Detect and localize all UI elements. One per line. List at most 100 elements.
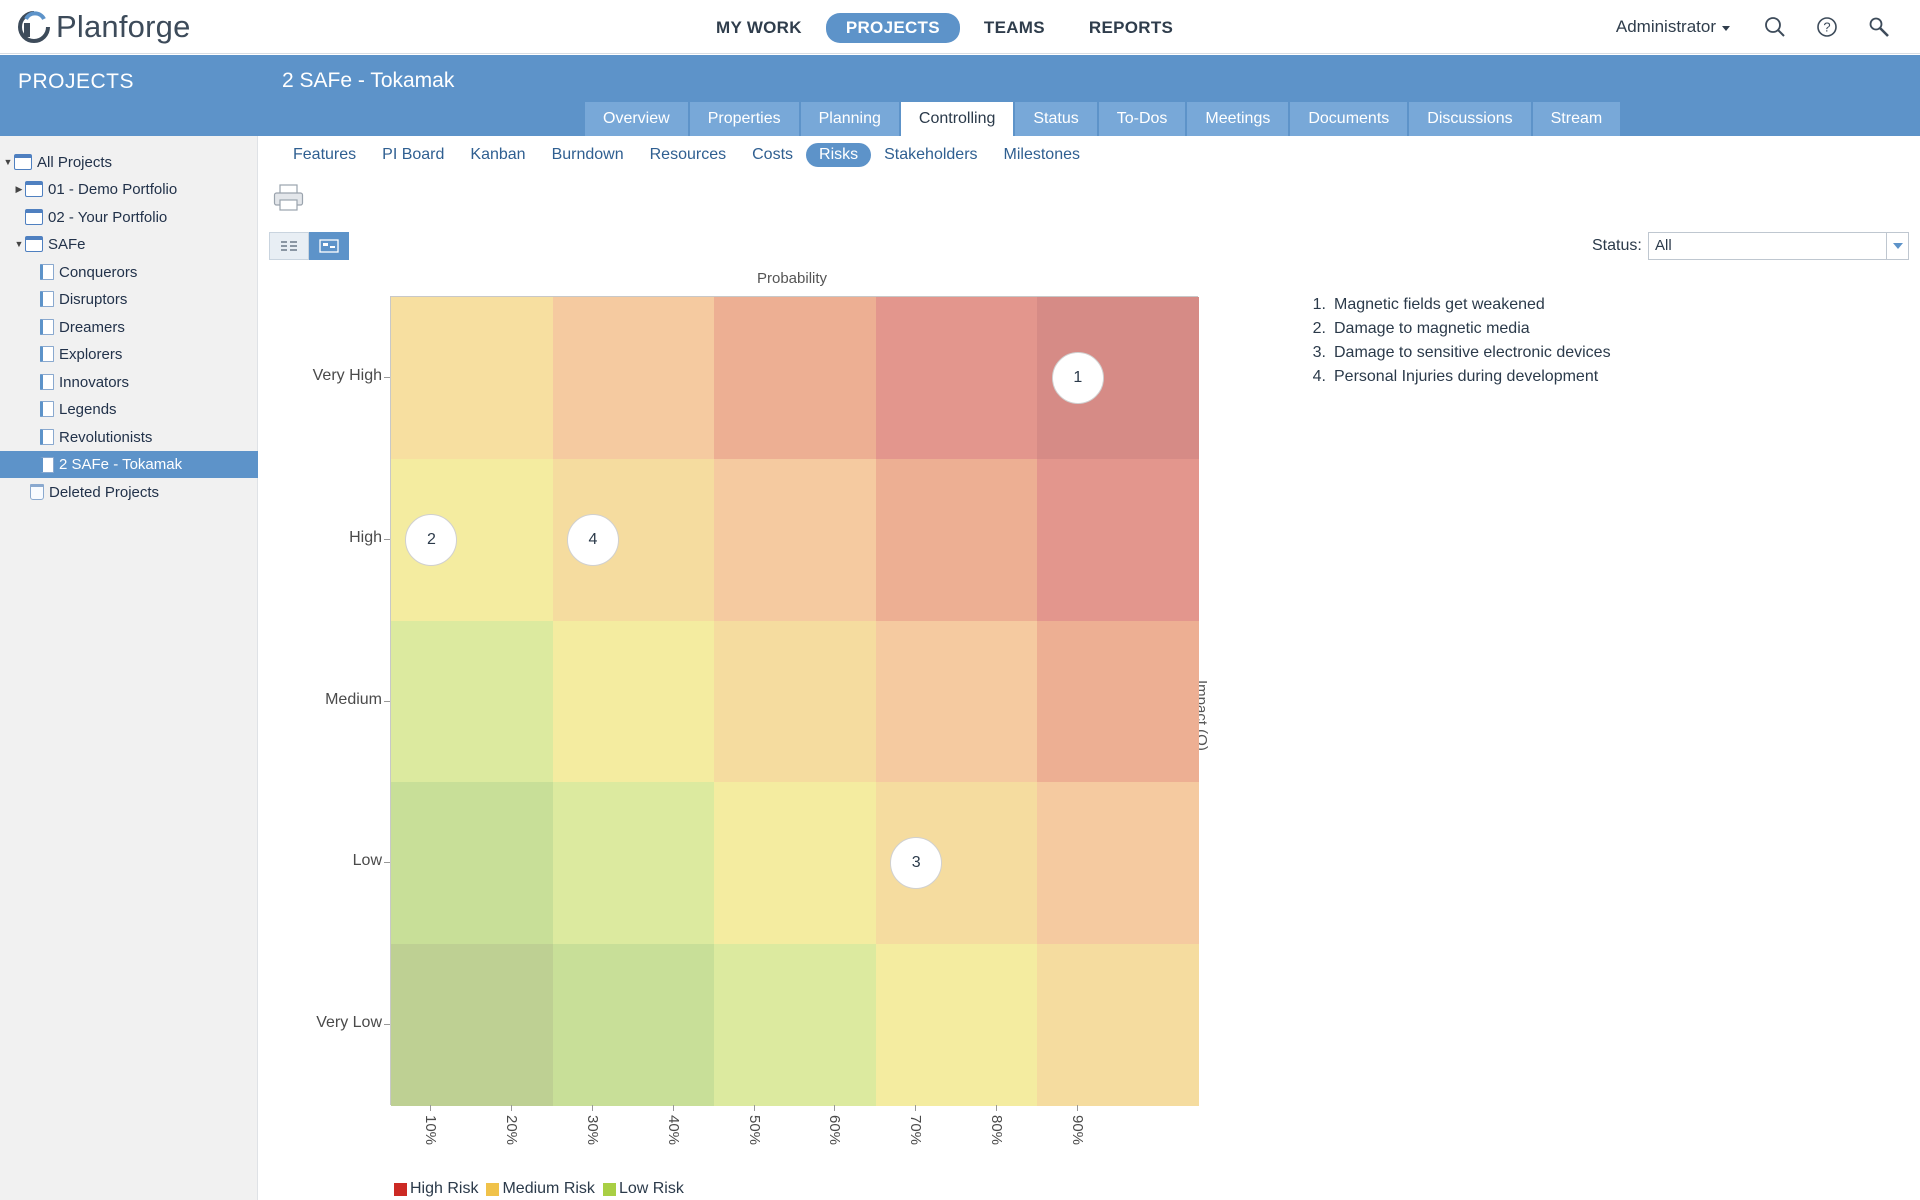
matrix-cell (391, 297, 553, 459)
legend-item: Medium Risk (486, 1180, 595, 1198)
nav-projects[interactable]: PROJECTS (825, 13, 960, 43)
wrench-icon[interactable] (1868, 16, 1890, 38)
tree-item-safe[interactable]: ▼ SAFe (13, 231, 256, 257)
probability-tick (511, 1105, 513, 1111)
status-filter-select[interactable]: All (1648, 232, 1909, 260)
subtab-kanban[interactable]: Kanban (470, 146, 526, 163)
impact-label: Medium (325, 690, 382, 708)
tab-properties[interactable]: Properties (689, 102, 799, 136)
tab-planning[interactable]: Planning (800, 102, 899, 136)
tree-item-label: Dreamers (59, 318, 125, 336)
expanded-arrow-icon[interactable]: ▼ (14, 239, 24, 249)
subtab-stakeholders[interactable]: Stakeholders (884, 146, 978, 163)
list-view-button[interactable] (269, 232, 309, 260)
nav-teams[interactable]: TEAMS (983, 18, 1045, 37)
tab-meetings[interactable]: Meetings (1187, 102, 1289, 136)
subtab-resources[interactable]: Resources (649, 146, 727, 163)
user-menu[interactable]: Administrator (1616, 17, 1730, 37)
subtab-pi-board[interactable]: PI Board (382, 146, 445, 163)
team-project-icon (40, 374, 54, 390)
tree-item-revolutionists[interactable]: Revolutionists (40, 424, 256, 450)
risk-list-item[interactable]: 2. Damage to magnetic media (1308, 320, 1611, 344)
dropdown-arrow-icon[interactable] (1886, 233, 1908, 259)
portfolio-icon (25, 236, 43, 252)
nav-my-work[interactable]: MY WORK (716, 18, 802, 37)
risk-list-item[interactable]: 3. Damage to sensitive electronic devices (1308, 344, 1611, 368)
matrix-view-button[interactable] (309, 232, 349, 260)
tree-item-innovators[interactable]: Innovators (40, 369, 256, 395)
risk-marker[interactable]: 3 (890, 837, 943, 890)
nav-reports[interactable]: REPORTS (1088, 18, 1174, 37)
project-header: 2 SAFe - Tokamak Overview Properties Pla… (258, 55, 1920, 136)
expanded-arrow-icon[interactable]: ▼ (3, 157, 13, 167)
svg-text:?: ? (1823, 20, 1830, 35)
matrix-view-icon (319, 239, 339, 253)
tree-item-demo-portfolio[interactable]: ▶ 01 - Demo Portfolio (13, 176, 256, 202)
project-title: 2 SAFe - Tokamak (282, 69, 455, 92)
probability-tick (753, 1105, 755, 1111)
tree-item-all-projects[interactable]: ▼ All Projects (2, 149, 256, 175)
x-axis-title: Probability (757, 270, 828, 287)
tree-item-disruptors[interactable]: Disruptors (40, 286, 256, 312)
matrix-cell (391, 782, 553, 945)
tree-item-legends[interactable]: Legends (40, 396, 256, 422)
risk-list-item[interactable]: 4. Personal Injuries during development (1308, 368, 1611, 392)
project-tabs: Overview Properties Planning Controlling… (585, 102, 1622, 136)
probability-label: 40% (664, 1115, 682, 1146)
tree-item-label: 01 - Demo Portfolio (48, 180, 178, 198)
tab-stream[interactable]: Stream (1532, 102, 1621, 136)
subtab-costs[interactable]: Costs (752, 146, 794, 163)
subtab-milestones[interactable]: Milestones (1003, 146, 1080, 163)
risk-number: 1. (1312, 296, 1326, 313)
team-project-icon (40, 456, 54, 473)
risk-marker[interactable]: 2 (405, 513, 458, 566)
top-bar: Planforge MY WORK PROJECTS TEAMS REPORTS… (0, 0, 1920, 54)
tree-item-deleted-projects[interactable]: Deleted Projects (30, 479, 256, 505)
subtab-burndown[interactable]: Burndown (551, 146, 624, 163)
probability-label: 90% (1068, 1115, 1086, 1146)
risk-matrix: 1 2 4 3 (390, 296, 1199, 1106)
help-icon[interactable]: ? (1816, 16, 1838, 38)
impact-tick (384, 1024, 390, 1026)
portfolio-icon (25, 181, 43, 197)
tab-discussions[interactable]: Discussions (1409, 102, 1531, 136)
risk-marker[interactable]: 1 (1051, 351, 1104, 404)
tree-item-conquerors[interactable]: Conquerors (40, 259, 256, 285)
matrix-cell (714, 620, 876, 783)
subtab-risks[interactable]: Risks (806, 143, 872, 167)
tab-status[interactable]: Status (1015, 102, 1097, 136)
tab-documents[interactable]: Documents (1290, 102, 1408, 136)
collapsed-arrow-icon[interactable]: ▶ (15, 183, 23, 194)
planforge-logo-icon (18, 11, 50, 43)
risk-marker[interactable]: 4 (567, 513, 619, 566)
legend-swatch (602, 1182, 616, 1196)
tree-item-dreamers[interactable]: Dreamers (40, 314, 256, 340)
matrix-cell (1037, 944, 1199, 1106)
team-project-icon (40, 346, 54, 362)
impact-label: Very High (312, 366, 382, 384)
risk-list: 1. Magnetic fields get weakened 2. Damage t… (1308, 296, 1611, 392)
matrix-cell (391, 944, 553, 1106)
tree-item-label: Revolutionists (59, 428, 153, 446)
project-tree: ▼ All Projects ▶ 01 - Demo Portfolio 02 … (0, 136, 258, 1200)
printer-icon[interactable] (273, 184, 304, 212)
status-filter-value: All (1655, 237, 1672, 254)
matrix-cell (714, 297, 876, 459)
risk-list-item[interactable]: 1. Magnetic fields get weakened (1308, 296, 1611, 320)
tab-to-dos[interactable]: To-Dos (1098, 102, 1186, 136)
legend-label: High Risk (410, 1180, 479, 1197)
projects-folder-icon (14, 154, 32, 170)
matrix-cell (875, 458, 1038, 621)
tree-item-your-portfolio[interactable]: 02 - Your Portfolio (13, 204, 256, 230)
app-logo[interactable]: Planforge (16, 8, 191, 46)
subtab-features[interactable]: Features (293, 146, 357, 163)
matrix-cell (391, 620, 553, 783)
search-icon[interactable] (1764, 16, 1786, 38)
tab-overview[interactable]: Overview (585, 102, 688, 136)
tree-item-explorers[interactable]: Explorers (40, 341, 256, 367)
team-project-icon (40, 429, 54, 445)
impact-label: Very Low (316, 1014, 382, 1032)
tab-controlling[interactable]: Controlling (900, 102, 1014, 136)
legend-label: Medium Risk (502, 1180, 595, 1197)
tree-item-2-safe-tokamak[interactable]: 2 SAFe - Tokamak (0, 451, 258, 478)
